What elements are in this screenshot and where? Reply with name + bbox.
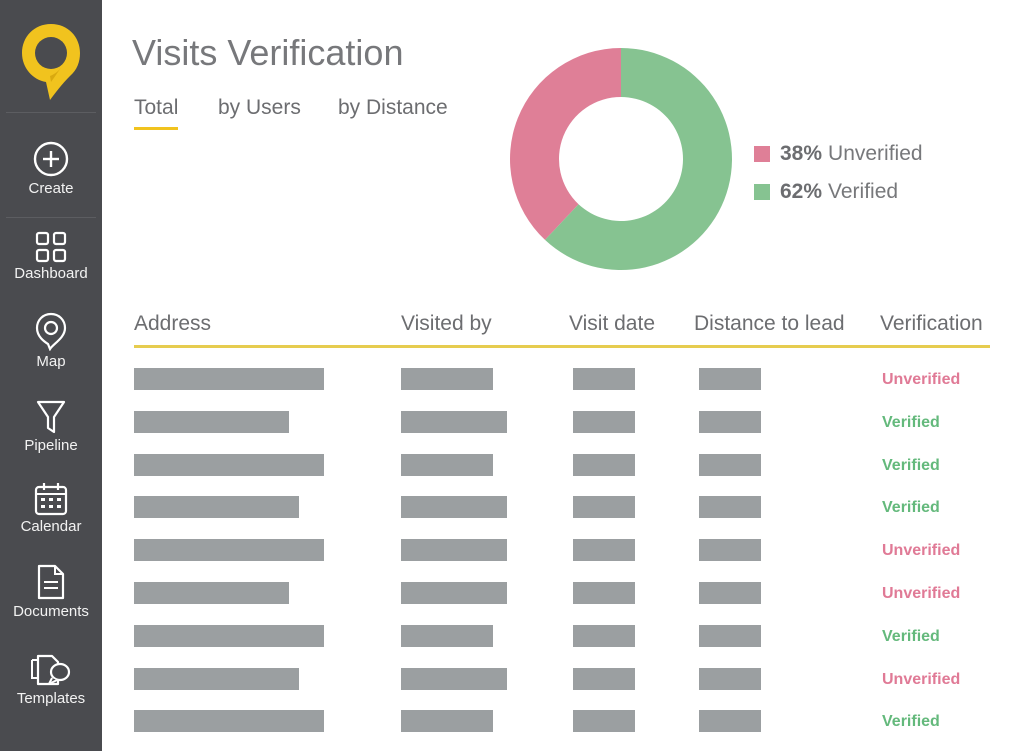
legend-percent: 62% bbox=[780, 180, 823, 203]
sidebar-item-templates[interactable]: Templates bbox=[0, 650, 102, 707]
distance-placeholder bbox=[699, 582, 761, 604]
distance-placeholder bbox=[699, 667, 761, 690]
sidebar: Create Dashboard Map Pipeline bbox=[0, 0, 102, 751]
verification-status: Verified bbox=[882, 627, 940, 645]
donut-slice-verified bbox=[545, 48, 732, 270]
verification-status: Verified bbox=[882, 413, 940, 431]
templates-icon bbox=[31, 654, 71, 686]
visited-by-placeholder bbox=[401, 453, 493, 476]
verification-status: Unverified bbox=[882, 542, 961, 560]
column-header-address[interactable]: Address bbox=[134, 312, 212, 335]
sidebar-item-label: Dashboard bbox=[14, 265, 88, 282]
legend-label: Unverified bbox=[828, 142, 923, 165]
column-header-verification[interactable]: Verification bbox=[880, 312, 983, 335]
address-placeholder bbox=[134, 453, 324, 476]
document-icon bbox=[37, 564, 65, 600]
verification-status: Verified bbox=[882, 499, 940, 517]
plus-circle-icon bbox=[33, 141, 69, 177]
sidebar-divider bbox=[6, 217, 96, 218]
legend-percent: 38% bbox=[780, 142, 823, 165]
page-title: Visits Verification bbox=[132, 32, 404, 73]
sidebar-item-create[interactable]: Create bbox=[0, 140, 102, 197]
distance-placeholder bbox=[699, 453, 761, 476]
sidebar-item-dashboard[interactable]: Dashboard bbox=[0, 231, 102, 282]
visit-date-placeholder bbox=[573, 496, 635, 519]
visited-by-placeholder bbox=[401, 582, 507, 604]
verification-status: Unverified bbox=[882, 670, 961, 688]
address-placeholder bbox=[134, 496, 299, 519]
sidebar-item-label: Map bbox=[36, 353, 66, 370]
visited-by-placeholder bbox=[401, 667, 507, 690]
visited-by-placeholder bbox=[401, 539, 507, 562]
address-placeholder bbox=[134, 410, 289, 433]
sidebar-item-label: Calendar bbox=[20, 518, 82, 535]
visit-date-placeholder bbox=[573, 710, 635, 733]
verification-status: Unverified bbox=[882, 585, 961, 602]
address-placeholder bbox=[134, 624, 324, 647]
column-header-visited-by[interactable]: Visited by bbox=[401, 312, 492, 335]
sidebar-item-documents[interactable]: Documents bbox=[0, 563, 102, 620]
tab-total[interactable]: Total bbox=[134, 96, 179, 130]
column-header-visit-date[interactable]: Visit date bbox=[569, 312, 655, 335]
address-placeholder bbox=[134, 667, 299, 690]
column-header-distance-to-lead[interactable]: Distance to lead bbox=[694, 312, 845, 335]
donut-slice-unverified bbox=[510, 48, 621, 240]
verification-donut-chart bbox=[510, 48, 732, 270]
distance-placeholder bbox=[699, 368, 761, 390]
sidebar-item-label: Documents bbox=[13, 603, 89, 620]
distance-placeholder bbox=[699, 624, 761, 647]
calendar-icon bbox=[34, 483, 68, 516]
visit-date-placeholder bbox=[573, 582, 635, 604]
visit-date-placeholder bbox=[573, 410, 635, 433]
tab-by-distance[interactable]: by Distance bbox=[338, 96, 448, 119]
visited-by-placeholder bbox=[401, 410, 507, 433]
legend-label: Verified bbox=[828, 180, 899, 203]
visit-date-placeholder bbox=[573, 539, 635, 562]
funnel-icon bbox=[36, 400, 66, 434]
distance-placeholder bbox=[699, 496, 761, 519]
sidebar-item-label: Pipeline bbox=[24, 437, 78, 454]
visited-by-placeholder bbox=[401, 624, 493, 647]
legend-swatch bbox=[754, 146, 770, 162]
visit-date-placeholder bbox=[573, 624, 635, 647]
sidebar-item-pipeline[interactable]: Pipeline bbox=[0, 399, 102, 454]
visit-date-placeholder bbox=[573, 368, 635, 390]
distance-placeholder bbox=[699, 539, 761, 562]
address-placeholder bbox=[134, 368, 324, 390]
legend-item-verified: 62% Verified bbox=[754, 179, 898, 205]
sidebar-item-calendar[interactable]: Calendar bbox=[0, 482, 102, 535]
table-header-divider bbox=[134, 345, 990, 348]
dashboard-grid-icon bbox=[35, 231, 67, 263]
visit-date-placeholder bbox=[573, 667, 635, 690]
verification-status: Verified bbox=[882, 713, 940, 731]
address-placeholder bbox=[134, 582, 289, 604]
legend-item-unverified: 38% Unverified bbox=[754, 141, 923, 167]
sidebar-item-label: Templates bbox=[16, 690, 86, 707]
location-pin-logo-icon[interactable] bbox=[20, 22, 82, 102]
map-pin-icon bbox=[35, 312, 67, 351]
sidebar-item-label: Create bbox=[28, 180, 74, 197]
visit-date-placeholder bbox=[573, 453, 635, 476]
address-placeholder bbox=[134, 710, 324, 733]
sidebar-item-map[interactable]: Map bbox=[0, 311, 102, 370]
visited-by-placeholder bbox=[401, 368, 493, 390]
visited-by-placeholder bbox=[401, 496, 507, 519]
verification-status: Unverified bbox=[882, 371, 961, 388]
tab-by-users[interactable]: by Users bbox=[218, 96, 301, 119]
distance-placeholder bbox=[699, 710, 761, 733]
legend-swatch bbox=[754, 184, 770, 200]
verification-status: Verified bbox=[882, 456, 940, 474]
sidebar-divider bbox=[6, 112, 96, 113]
visited-by-placeholder bbox=[401, 710, 493, 733]
address-placeholder bbox=[134, 539, 324, 562]
distance-placeholder bbox=[699, 410, 761, 433]
